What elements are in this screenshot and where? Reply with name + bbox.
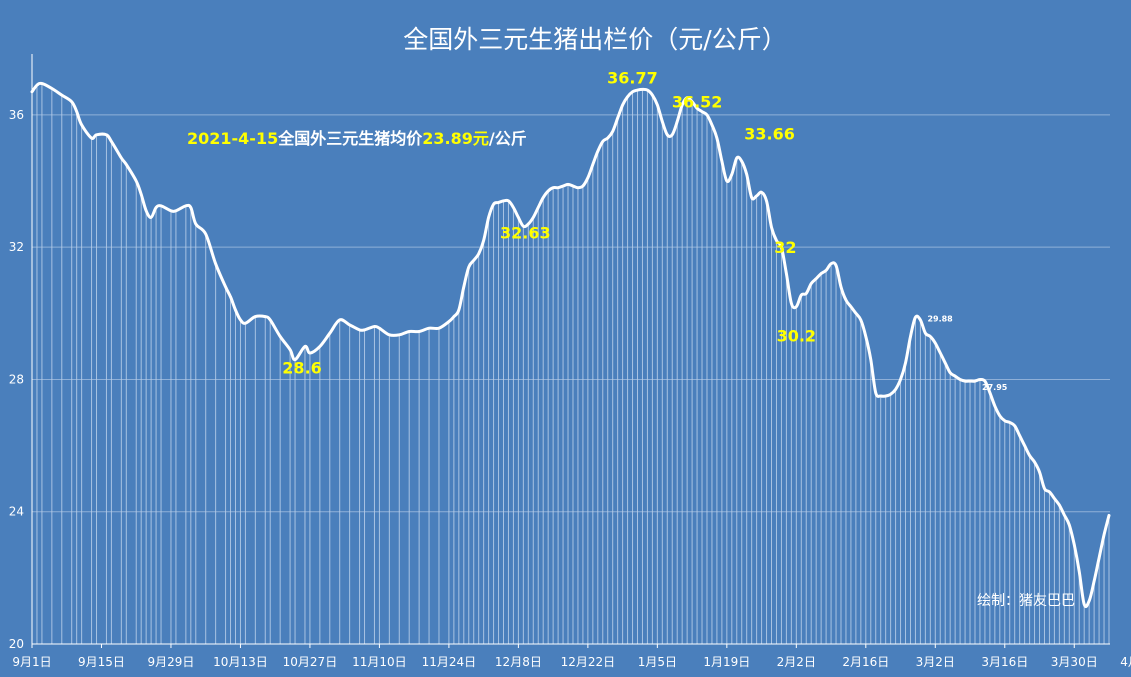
x-tick-label: 11月10日	[352, 655, 407, 669]
x-tick-label: 9月29日	[148, 655, 195, 669]
subtitle-date: 2021-4-15	[187, 129, 278, 148]
drop-lines	[31, 83, 1110, 644]
annotations: 36.77 36.52 32.63 33.66 32 30.2 28.6 29.88 27.95	[282, 68, 1007, 392]
data-label: 27.95	[982, 383, 1008, 392]
chart-credit: 绘制：猪友巴巴	[977, 593, 1075, 609]
x-tick-label: 1月19日	[703, 655, 750, 669]
x-tick-label: 11月24日	[422, 655, 477, 669]
x-tick-label: 2月2日	[777, 655, 816, 669]
y-tick-label: 36	[9, 108, 24, 122]
x-tick-label: 10月13日	[213, 655, 268, 669]
y-tick-label: 32	[9, 240, 24, 254]
x-tick-label: 3月30日	[1051, 655, 1098, 669]
data-label: 32	[774, 238, 796, 257]
x-tick-label: 3月2日	[916, 655, 955, 669]
data-label: 30.2	[777, 327, 816, 346]
data-label: 28.6	[282, 359, 321, 378]
subtitle-text-after: /公斤	[489, 129, 527, 148]
y-tick-label: 24	[9, 505, 24, 519]
subtitle-text-before: 全国外三元生猪均价	[277, 129, 423, 148]
y-tick-label: 28	[9, 372, 24, 386]
series-layer	[30, 81, 1111, 608]
chart-title: 全国外三元生猪出栏价（元/公斤）	[403, 25, 786, 54]
data-label: 36.77	[607, 68, 658, 87]
x-tick-label: 9月15日	[78, 655, 125, 669]
x-tick-label: 12月22日	[561, 655, 616, 669]
subtitle-value: 23.89元	[422, 129, 489, 148]
data-label: 33.66	[744, 124, 795, 143]
data-label: 32.63	[500, 223, 551, 242]
x-tick-label: 1月5日	[638, 655, 677, 669]
series-line	[30, 81, 1111, 608]
x-tick-label: 10月27日	[283, 655, 338, 669]
data-label: 29.88	[927, 314, 953, 323]
data-label: 36.52	[672, 93, 723, 112]
chart-subtitle: 2021-4-15全国外三元生猪均价23.89元/公斤	[187, 129, 527, 148]
axes: 20 24 28 32 36 9月1日 9月15日 9月29日 10月13日 10月27日 11月1…	[9, 54, 1131, 669]
x-tick-label: 3月16日	[981, 655, 1028, 669]
x-tick-label: 4月13日	[1120, 655, 1131, 669]
y-tick-label: 20	[9, 637, 24, 651]
x-tick-label: 9月1日	[12, 655, 51, 669]
x-tick-label: 2月16日	[842, 655, 889, 669]
x-tick-label: 12月8日	[495, 655, 542, 669]
